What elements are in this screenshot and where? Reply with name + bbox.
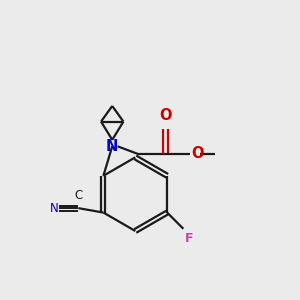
Text: O: O (159, 108, 172, 123)
Text: C: C (74, 189, 83, 202)
Text: N: N (50, 202, 58, 215)
Text: O: O (192, 146, 204, 161)
Text: F: F (185, 232, 193, 245)
Text: N: N (106, 139, 118, 154)
